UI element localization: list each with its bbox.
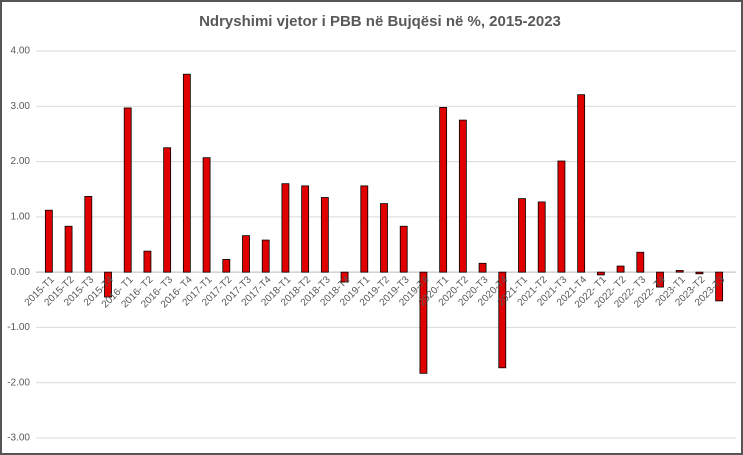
y-tick-label: 3.00 xyxy=(11,101,31,112)
bar xyxy=(596,271,605,276)
bar xyxy=(498,271,507,369)
y-tick-label: 1.00 xyxy=(11,211,31,222)
y-tick-label: 0.00 xyxy=(11,267,31,278)
bar xyxy=(242,235,250,273)
bar xyxy=(281,183,290,273)
bar xyxy=(675,270,684,273)
chart-title: Ndryshimi vjetor i PBB në Bujqësi në %, … xyxy=(199,13,561,30)
bar xyxy=(557,160,566,273)
y-tick-label: -3.00 xyxy=(7,433,30,444)
y-tick-label: 2.00 xyxy=(11,156,31,167)
bar xyxy=(163,147,172,273)
bar xyxy=(439,106,448,273)
bar xyxy=(222,259,231,273)
bar xyxy=(616,265,625,273)
bar xyxy=(518,198,526,273)
bar xyxy=(458,119,467,273)
bar xyxy=(261,239,270,273)
bar xyxy=(695,271,704,275)
bar xyxy=(636,251,645,273)
bar xyxy=(577,94,586,273)
bar xyxy=(380,203,388,273)
bar xyxy=(320,197,329,273)
bar xyxy=(84,196,93,273)
bar xyxy=(44,209,53,273)
y-tick-label: 4.00 xyxy=(11,46,31,57)
bar xyxy=(656,271,664,288)
bar xyxy=(478,262,487,273)
bar xyxy=(537,201,546,273)
bar xyxy=(64,225,73,273)
bar xyxy=(104,271,112,298)
bar xyxy=(202,157,211,273)
bar xyxy=(399,225,408,273)
bar xyxy=(182,73,191,273)
bar xyxy=(143,250,152,273)
bar xyxy=(123,107,132,273)
bar xyxy=(715,271,724,302)
bar xyxy=(301,185,310,273)
bar xyxy=(419,271,428,374)
bar xyxy=(360,185,369,273)
y-tick-label: -2.00 xyxy=(7,377,30,388)
bar xyxy=(340,271,349,283)
y-tick-label: -1.00 xyxy=(7,322,30,333)
